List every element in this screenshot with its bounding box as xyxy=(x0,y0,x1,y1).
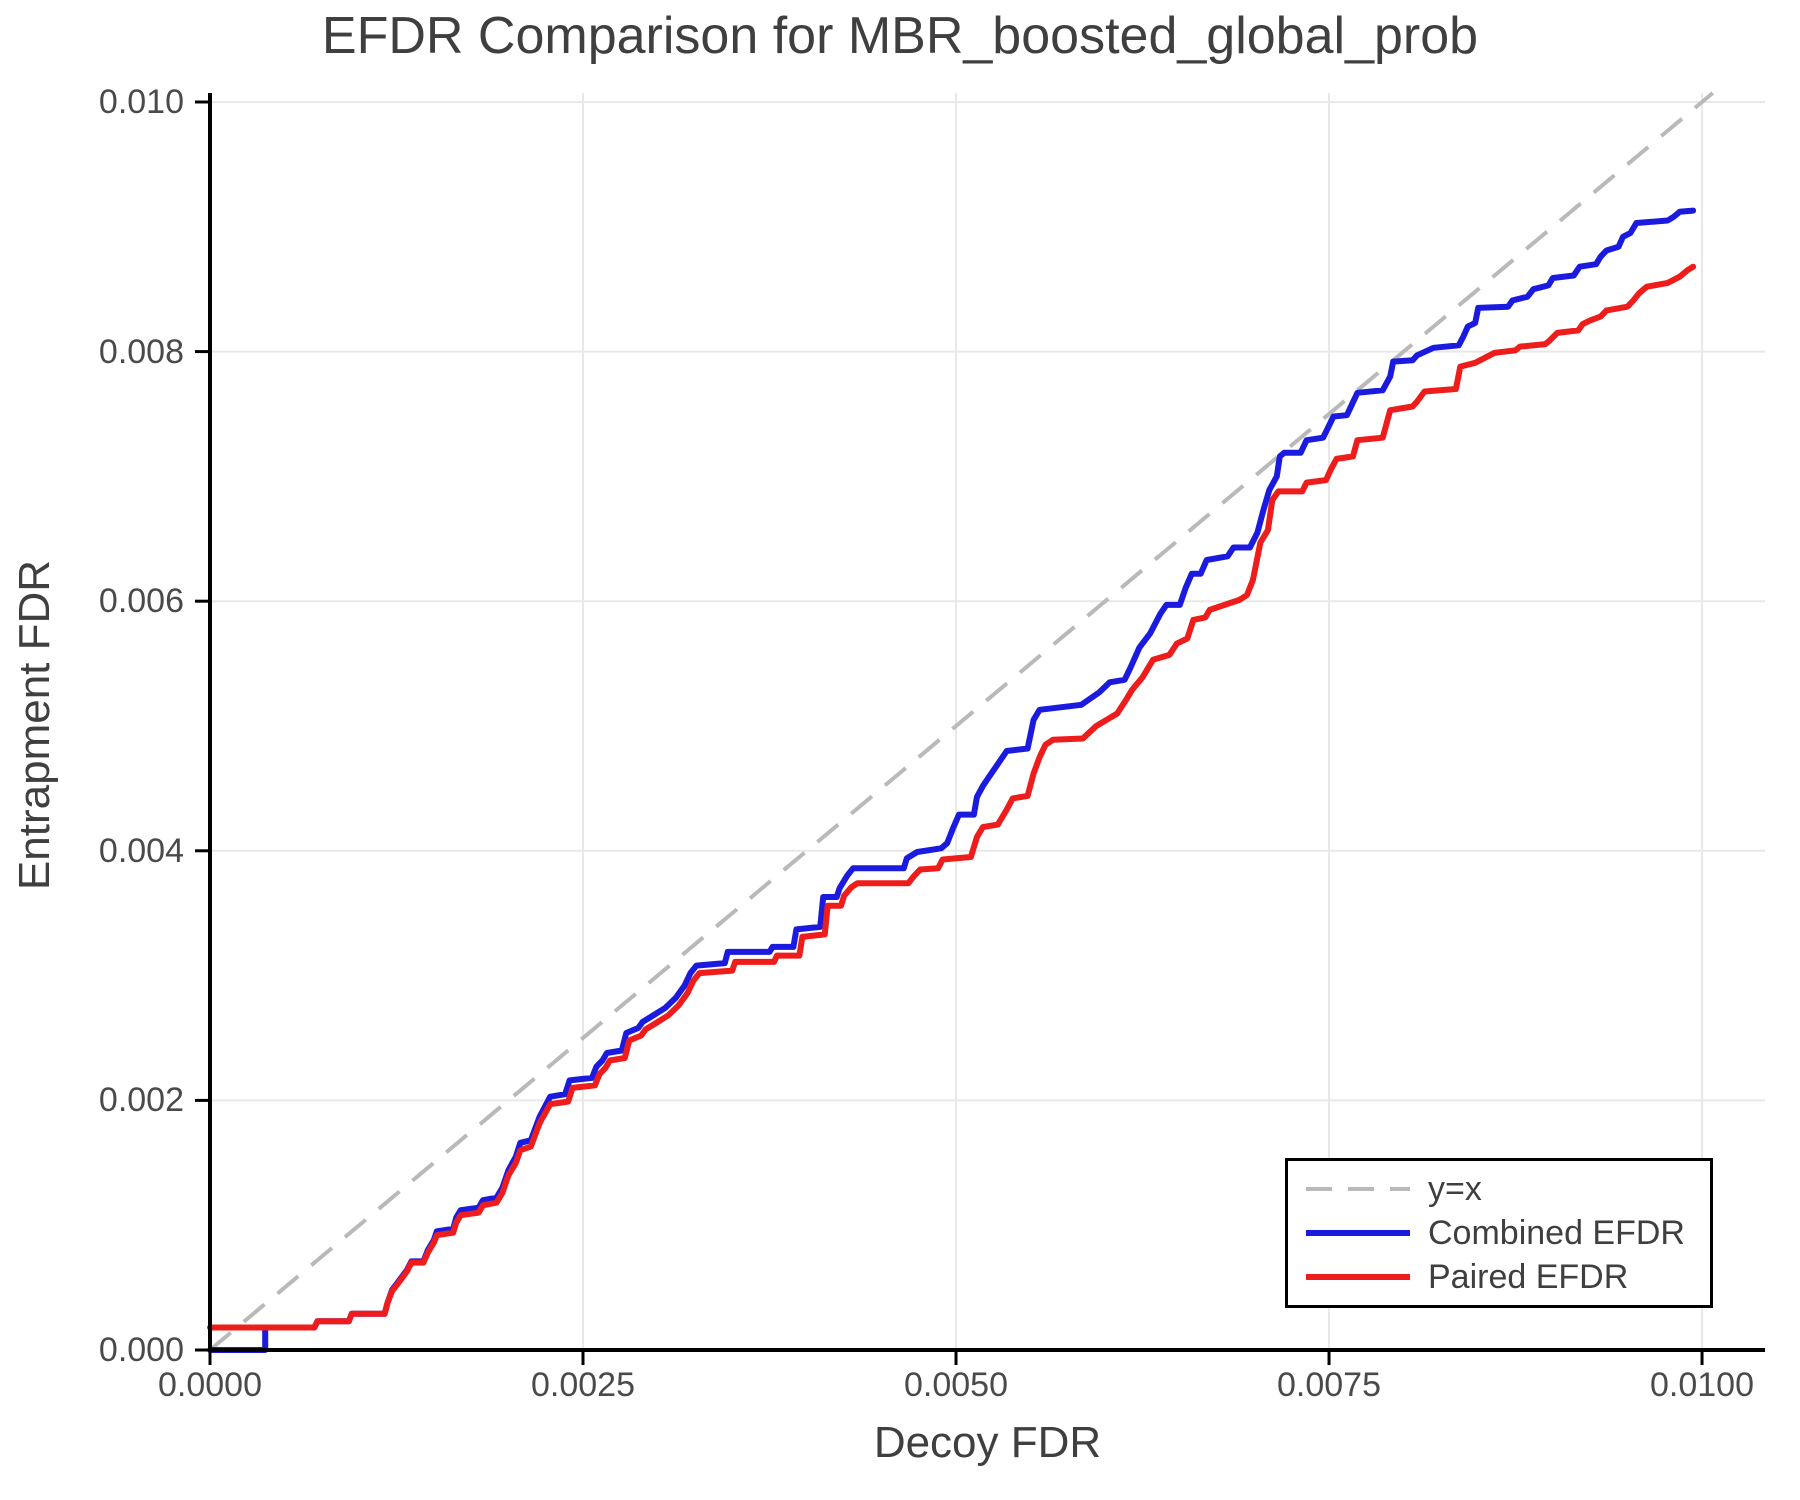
x-tick-label-0.0050: 0.0050 xyxy=(904,1366,1008,1404)
y-tick-label-0.008: 0.008 xyxy=(98,333,184,371)
x-tick-label-0.0075: 0.0075 xyxy=(1277,1366,1381,1404)
x-tick-label-0.0000: 0.0000 xyxy=(158,1366,262,1404)
legend: y=x Combined EFDR Paired EFDR xyxy=(1285,1158,1713,1308)
red-line-sample xyxy=(1306,1274,1410,1280)
y-tick-label-0.006: 0.006 xyxy=(98,582,184,620)
y-tick-label-0.000: 0.000 xyxy=(98,1331,184,1369)
blue-line-sample xyxy=(1306,1230,1410,1236)
legend-label-combined: Combined EFDR xyxy=(1428,1213,1685,1252)
dashed-line-sample xyxy=(1306,1187,1410,1191)
legend-label-yx: y=x xyxy=(1428,1169,1482,1208)
legend-entry-paired: Paired EFDR xyxy=(1302,1255,1710,1299)
y-tick-label-0.010: 0.010 xyxy=(98,83,184,121)
x-tick-label-0.0100: 0.0100 xyxy=(1650,1366,1754,1404)
x-axis-label: Decoy FDR xyxy=(873,1418,1102,1467)
chart-title: EFDR Comparison for MBR_boosted_global_p… xyxy=(321,7,1479,65)
x-tick-label-0.0025: 0.0025 xyxy=(531,1366,635,1404)
y-axis-label: Entrapment FDR xyxy=(10,559,59,891)
y-tick-label-0.002: 0.002 xyxy=(98,1081,184,1119)
legend-entry-combined: Combined EFDR xyxy=(1302,1211,1710,1255)
y-tick-label-0.004: 0.004 xyxy=(98,832,184,870)
legend-label-paired: Paired EFDR xyxy=(1428,1257,1629,1296)
legend-entry-yx: y=x xyxy=(1302,1167,1710,1211)
